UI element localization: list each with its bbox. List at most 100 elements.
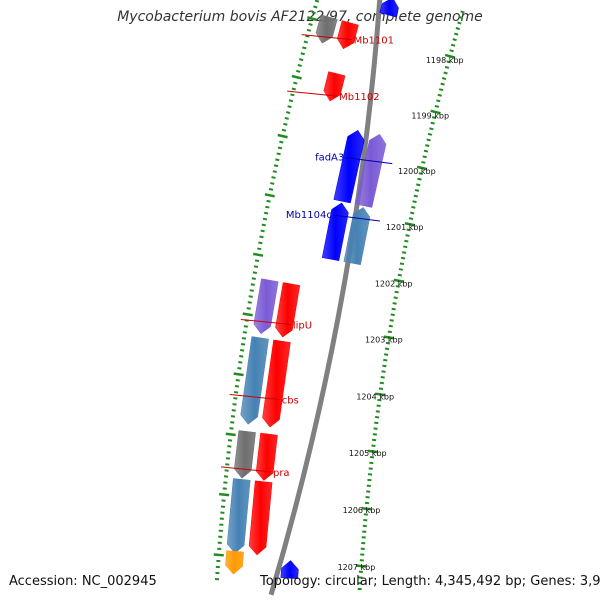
minor-tick [258, 241, 263, 245]
major-tick [375, 392, 386, 397]
outer-tick-ring [213, 0, 320, 581]
minor-tick [374, 421, 379, 425]
gene-arrow [315, 14, 338, 44]
minor-tick [254, 259, 260, 263]
minor-tick [306, 28, 312, 32]
minor-tick [240, 343, 246, 346]
minor-tick [283, 122, 288, 126]
gene-label: Mb1102 [339, 92, 379, 103]
minor-tick [251, 277, 256, 280]
minor-tick [314, 0, 320, 3]
kbp-tick-label: 1203 kbp [365, 336, 403, 345]
minor-tick [303, 40, 309, 44]
minor-tick [427, 132, 433, 136]
minor-tick [460, 10, 465, 14]
minor-tick [422, 155, 427, 159]
kbp-tick-label: 1200 kbp [398, 167, 436, 176]
minor-tick [401, 251, 407, 254]
gene-arrow [337, 20, 359, 50]
minor-tick [252, 271, 258, 274]
minor-tick [308, 22, 313, 26]
minor-tick [260, 229, 265, 233]
minor-tick [414, 189, 420, 192]
major-tick [416, 165, 428, 171]
minor-tick [411, 205, 416, 209]
minor-tick [376, 404, 381, 408]
minor-tick [381, 370, 386, 373]
minor-tick [297, 64, 302, 67]
major-tick [213, 553, 224, 557]
minor-tick [233, 397, 238, 400]
label-leader-line [220, 466, 272, 473]
major-tick [233, 372, 244, 377]
minor-tick [379, 381, 384, 385]
kbp-tick-label: 1204 kbp [356, 392, 394, 401]
major-tick [306, 16, 318, 22]
major-tick [356, 564, 367, 568]
minor-tick [387, 330, 392, 334]
minor-tick [265, 205, 270, 209]
minor-tick [400, 256, 406, 260]
minor-tick [403, 245, 408, 249]
minor-tick [429, 127, 434, 131]
minor-tick [426, 138, 431, 142]
minor-tick [394, 290, 399, 294]
minor-tick [234, 391, 239, 394]
minor-tick [452, 38, 457, 42]
kbp-tick-label: 1201 kbp [386, 223, 424, 232]
minor-tick [296, 69, 301, 73]
label-leader-line [301, 34, 352, 41]
minor-tick [279, 140, 284, 144]
major-tick [225, 432, 236, 437]
minor-tick [243, 325, 248, 328]
minor-tick [395, 285, 400, 288]
kbp-tick-label: 1202 kbp [375, 279, 413, 288]
minor-tick [273, 164, 279, 168]
label-leader-line [332, 214, 380, 222]
minor-tick [458, 15, 464, 20]
gene-arrow [234, 430, 256, 479]
minor-tick [288, 99, 294, 103]
minor-tick [409, 211, 415, 215]
major-tick [383, 335, 395, 340]
minor-tick [262, 217, 268, 221]
minor-tick [397, 273, 402, 277]
minor-tick [438, 88, 444, 92]
minor-tick [393, 296, 398, 300]
accession-label: Accession: NC_002945 [9, 574, 157, 589]
minor-tick [272, 170, 277, 174]
gene-arrow [323, 71, 346, 102]
gene-arrow [355, 133, 387, 208]
minor-tick [311, 11, 316, 15]
gene-arrow [379, 0, 399, 18]
major-tick [277, 133, 288, 139]
minor-tick [302, 46, 307, 50]
gene-arrow [253, 278, 279, 335]
major-tick [219, 492, 230, 497]
major-tick [264, 193, 275, 198]
minor-tick [285, 111, 291, 114]
major-tick [444, 53, 456, 59]
minor-tick [275, 158, 280, 162]
minor-tick [384, 347, 390, 351]
kbp-scale: 1198 kbp 1199 kbp 1200 kbp 1201 kbp 1202 kbp… [338, 56, 464, 572]
minor-tick [261, 223, 266, 227]
minor-tick [377, 398, 382, 402]
minor-tick [391, 307, 396, 311]
minor-tick [313, 5, 318, 9]
minor-tick [440, 82, 445, 86]
minor-tick [390, 313, 395, 317]
minor-tick [405, 234, 410, 237]
minor-tick [248, 295, 253, 298]
gene-arrow [262, 339, 291, 428]
minor-tick [299, 58, 304, 62]
label-leader-line [240, 318, 291, 325]
minor-tick [270, 182, 275, 185]
minor-tick [413, 194, 418, 198]
minor-tick [389, 319, 394, 322]
minor-tick [441, 77, 447, 81]
minor-tick [239, 349, 245, 352]
major-tick [242, 312, 253, 317]
gene-label: cbs [282, 396, 299, 407]
